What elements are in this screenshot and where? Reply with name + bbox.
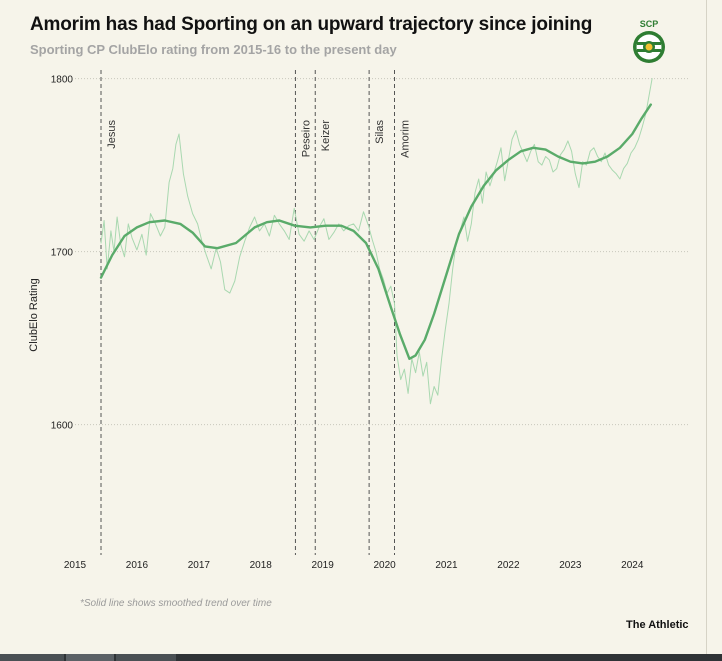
x-tick-label: 2022 — [497, 560, 520, 571]
x-tick-label: 2021 — [435, 560, 458, 571]
elo-line-chart: 1600 1700 1800 2015 2016 2017 2018 2019 2020 2021… — [51, 70, 688, 571]
x-tick-label: 2018 — [250, 560, 273, 571]
x-tick-label: 2015 — [64, 560, 87, 571]
trend-line — [99, 103, 652, 360]
chart-subtitle: Sporting CP ClubElo rating from 2015-16 … — [30, 42, 397, 57]
chart-panel — [706, 0, 707, 654]
chart-title: Amorim has had Sporting on an upward tra… — [30, 14, 593, 35]
coach-marker-label: Peseiro — [300, 120, 312, 157]
coach-marker-label: Keizer — [320, 120, 332, 152]
x-tick-label: 2020 — [373, 560, 396, 571]
y-tick-label: 1600 — [51, 421, 74, 432]
logo-text: SCP — [640, 19, 659, 29]
x-tick-label: 2024 — [621, 560, 644, 571]
the-athletic-logo: The Athletic — [626, 619, 689, 631]
taskbar — [0, 654, 722, 661]
raw-rating-line — [100, 78, 653, 405]
x-tick-label: 2023 — [559, 560, 582, 571]
y-tick-label: 1700 — [51, 248, 74, 259]
x-tick-label: 2019 — [312, 560, 335, 571]
taskbar-segment[interactable] — [116, 654, 176, 661]
sporting-lion-crest-icon: SCP — [633, 19, 665, 63]
coach-marker-label: Jesus — [106, 120, 118, 149]
y-tick-label: 1800 — [51, 75, 74, 86]
footnote: *Solid line shows smoothed trend over ti… — [80, 598, 272, 609]
taskbar-segment[interactable] — [0, 654, 64, 661]
taskbar-segment[interactable] — [66, 654, 114, 661]
coach-marker-label: Silas — [374, 120, 386, 144]
coach-marker-label: Amorim — [400, 120, 412, 158]
x-tick-label: 2016 — [126, 560, 149, 571]
x-tick-label: 2017 — [188, 560, 211, 571]
